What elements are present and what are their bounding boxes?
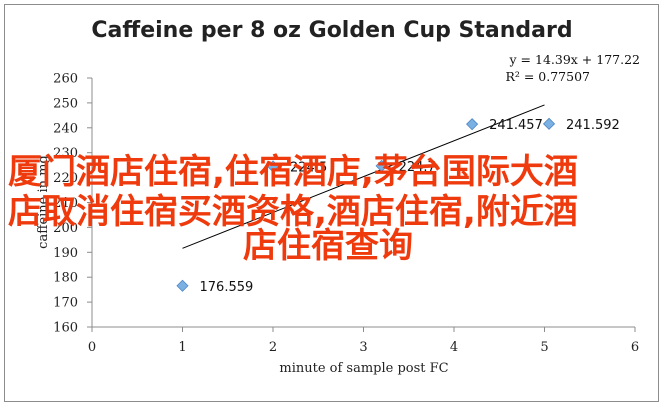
trendline-equation: y = 14.39x + 177.22 — [509, 52, 640, 67]
data-label: 224.7 — [399, 160, 436, 175]
chart-frame — [4, 4, 659, 402]
y-axis-label: caffeine in mg — [36, 155, 51, 249]
trendline-r-squared: R² = 0.77507 — [505, 69, 590, 84]
y-tick-label: 250 — [53, 96, 78, 111]
y-tick-label: 160 — [53, 321, 78, 336]
x-axis-label: minute of sample post FC — [279, 361, 448, 376]
y-tick-label: 190 — [53, 246, 78, 261]
data-point — [266, 160, 280, 173]
x-ticks: 0 1 2 3 4 5 6 — [88, 327, 639, 355]
data-label: 224.5 — [290, 160, 327, 175]
y-tick-label: 180 — [53, 271, 78, 286]
y-tick-label: 240 — [53, 121, 78, 136]
x-tick-label: 6 — [631, 340, 639, 355]
x-tick-label: 5 — [540, 340, 548, 355]
trendline — [182, 104, 545, 249]
chart-title: Caffeine per 8 oz Golden Cup Standard — [91, 18, 572, 43]
data-point — [542, 117, 556, 130]
y-tick-label: 170 — [53, 296, 78, 311]
x-tick-label: 4 — [450, 340, 458, 355]
data-points: 176.559 224.5 224.7 241.457 241.592 — [176, 117, 620, 295]
data-point — [176, 279, 189, 292]
data-label: 176.559 — [200, 280, 254, 295]
y-tick-label: 200 — [53, 221, 78, 236]
y-tick-label: 230 — [53, 146, 78, 161]
x-tick-label: 1 — [178, 340, 186, 355]
data-label: 241.592 — [566, 118, 620, 133]
y-ticks: 160 170 180 190 200 210 220 230 240 250 260 — [53, 72, 92, 336]
data-label: 241.457 — [489, 118, 543, 133]
y-tick-label: 260 — [53, 72, 78, 87]
data-point — [466, 118, 479, 131]
x-tick-label: 2 — [269, 340, 277, 355]
data-point — [375, 159, 388, 172]
x-tick-label: 3 — [359, 340, 367, 355]
y-tick-label: 220 — [53, 171, 78, 186]
y-tick-label: 210 — [53, 196, 78, 211]
x-tick-label: 0 — [88, 340, 96, 355]
